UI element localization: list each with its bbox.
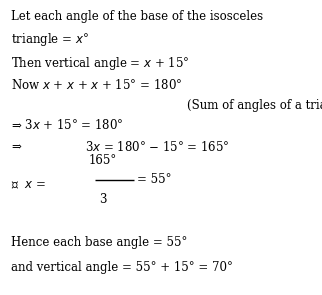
Text: (Sum of angles of a triangle): (Sum of angles of a triangle) <box>187 99 322 112</box>
Text: 3$x$ = 180° − 15° = 165°: 3$x$ = 180° − 15° = 165° <box>85 140 230 154</box>
Text: ⇒ 3$x$ + 15° = 180°: ⇒ 3$x$ + 15° = 180° <box>11 118 124 132</box>
Text: Then vertical angle = $x$ + 15°: Then vertical angle = $x$ + 15° <box>11 55 190 72</box>
Text: ∴  $x$ =: ∴ $x$ = <box>11 178 46 191</box>
Text: Hence each base angle = 55°: Hence each base angle = 55° <box>11 236 188 249</box>
Text: triangle = $x$°: triangle = $x$° <box>11 31 89 48</box>
Text: and vertical angle = 55° + 15° = 70°: and vertical angle = 55° + 15° = 70° <box>11 261 233 274</box>
Text: 3: 3 <box>99 193 107 206</box>
Text: ⇒: ⇒ <box>11 140 21 153</box>
Text: Let each angle of the base of the isosceles: Let each angle of the base of the isosce… <box>11 10 263 23</box>
Text: 165°: 165° <box>89 154 117 167</box>
Text: = 55°: = 55° <box>137 173 171 186</box>
Text: Now $x$ + $x$ + $x$ + 15° = 180°: Now $x$ + $x$ + $x$ + 15° = 180° <box>11 78 183 92</box>
